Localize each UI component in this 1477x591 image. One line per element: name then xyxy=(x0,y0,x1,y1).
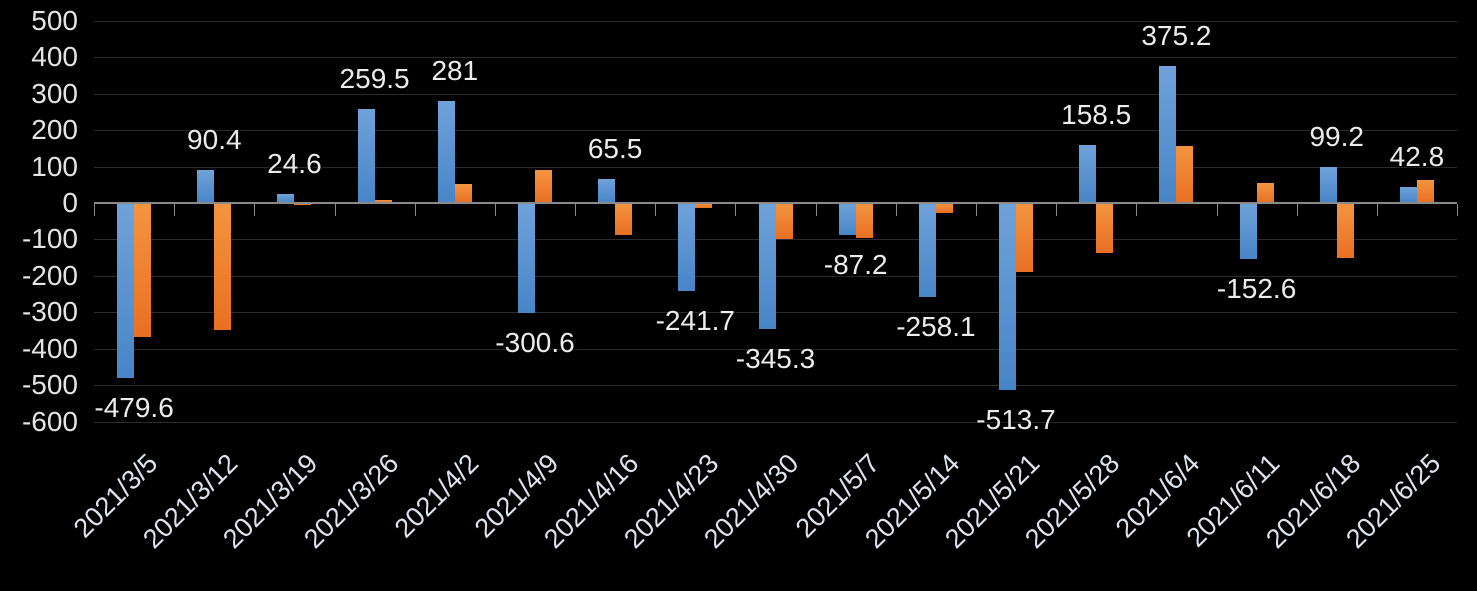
data-label: -87.2 xyxy=(823,248,888,280)
y-axis-label: 300 xyxy=(31,77,78,109)
data-label: 281 xyxy=(431,54,479,86)
data-label: 158.5 xyxy=(1061,99,1132,131)
orange-bar-2021/4/23[interactable] xyxy=(695,203,713,208)
blue-bar-2021/6/11[interactable] xyxy=(1239,203,1257,259)
gridline xyxy=(94,276,1457,277)
y-axis-label: 100 xyxy=(31,150,78,182)
y-axis-label: -400 xyxy=(21,332,78,364)
x-axis-line xyxy=(94,202,1457,204)
y-axis-label: -600 xyxy=(21,405,78,437)
blue-bar-2021/6/4[interactable] xyxy=(1159,66,1177,203)
gridline xyxy=(94,167,1457,168)
gridline xyxy=(94,57,1457,58)
orange-bar-2021/5/7[interactable] xyxy=(855,203,873,238)
orange-bar-2021/6/25[interactable] xyxy=(1416,180,1434,203)
y-axis-label: 400 xyxy=(31,41,78,73)
data-label: 65.5 xyxy=(587,133,643,165)
gridline xyxy=(94,422,1457,423)
orange-bar-2021/4/30[interactable] xyxy=(775,203,793,239)
x-axis-tick xyxy=(1296,204,1298,216)
data-label: -258.1 xyxy=(896,311,976,342)
data-label: 99.2 xyxy=(1309,120,1364,152)
blue-bar-2021/3/5[interactable] xyxy=(117,203,135,378)
blue-bar-2021/4/23[interactable] xyxy=(678,203,696,292)
data-label: -345.3 xyxy=(735,342,816,374)
y-axis-label: -300 xyxy=(21,296,78,328)
data-label: 90.4 xyxy=(187,124,242,156)
data-label: 24.6 xyxy=(267,148,322,179)
data-label: -479.6 xyxy=(94,391,174,423)
x-axis-tick xyxy=(334,204,336,216)
blue-bar-2021/3/26[interactable] xyxy=(357,108,375,203)
orange-bar-2021/6/18[interactable] xyxy=(1336,203,1354,259)
x-axis-tick xyxy=(655,204,657,216)
gridline xyxy=(94,349,1457,350)
blue-bar-2021/6/25[interactable] xyxy=(1399,187,1417,203)
orange-bar-2021/3/12[interactable] xyxy=(214,203,232,330)
orange-bar-2021/5/21[interactable] xyxy=(1016,203,1033,273)
x-axis-tick xyxy=(815,204,817,216)
x-axis-tick xyxy=(1056,204,1058,216)
x-axis-tick xyxy=(975,204,977,216)
gridline xyxy=(94,385,1457,386)
x-axis-tick xyxy=(494,204,496,216)
data-label: 42.8 xyxy=(1389,141,1445,173)
gridline xyxy=(94,312,1457,313)
data-label: 259.5 xyxy=(339,62,410,94)
orange-bar-2021/3/19[interactable] xyxy=(294,203,312,206)
blue-bar-2021/3/12[interactable] xyxy=(197,170,215,203)
x-axis-label: 2021/4/2 xyxy=(388,448,485,544)
gridline xyxy=(94,21,1457,22)
data-label: -152.6 xyxy=(1216,272,1297,304)
gridline xyxy=(94,130,1457,131)
x-axis-tick xyxy=(94,204,95,216)
blue-bar-2021/6/18[interactable] xyxy=(1319,166,1337,203)
orange-bar-2021/6/11[interactable] xyxy=(1256,183,1274,203)
x-axis-tick xyxy=(735,204,737,216)
gridline xyxy=(94,94,1457,95)
data-label: 375.2 xyxy=(1141,20,1212,52)
blue-bar-2021/4/2[interactable] xyxy=(437,100,455,203)
x-axis-tick xyxy=(254,204,256,216)
x-axis-tick xyxy=(1376,204,1378,216)
data-label: -300.6 xyxy=(495,326,575,358)
blue-bar-2021/4/9[interactable] xyxy=(518,203,535,313)
blue-bar-2021/5/7[interactable] xyxy=(838,203,856,235)
y-axis-label: 500 xyxy=(31,4,78,36)
y-axis-label: 200 xyxy=(31,114,78,146)
orange-bar-2021/5/14[interactable] xyxy=(935,203,953,213)
blue-bar-2021/4/16[interactable] xyxy=(598,179,616,203)
orange-bar-2021/4/2[interactable] xyxy=(454,184,472,203)
orange-bar-2021/3/5[interactable] xyxy=(134,203,152,337)
x-axis-tick xyxy=(1457,204,1458,216)
data-label: -513.7 xyxy=(976,404,1056,436)
x-axis-tick xyxy=(174,204,176,216)
gridline xyxy=(94,239,1457,240)
orange-bar-2021/6/4[interactable] xyxy=(1176,146,1194,203)
data-label: -241.7 xyxy=(655,305,735,337)
blue-bar-2021/3/19[interactable] xyxy=(277,194,295,203)
x-axis-tick xyxy=(414,204,416,216)
orange-bar-2021/4/9[interactable] xyxy=(535,170,552,203)
orange-bar-2021/5/28[interactable] xyxy=(1096,203,1114,253)
blue-bar-2021/4/30[interactable] xyxy=(758,203,776,329)
orange-bar-2021/4/16[interactable] xyxy=(615,203,633,235)
blue-bar-2021/5/21[interactable] xyxy=(999,203,1016,391)
orange-bar-2021/3/26[interactable] xyxy=(374,200,392,203)
x-axis-tick xyxy=(1136,204,1138,216)
y-axis-label: -100 xyxy=(21,223,78,255)
y-axis-label: -200 xyxy=(21,259,78,291)
y-axis-label: -500 xyxy=(21,369,78,401)
x-axis-tick xyxy=(895,204,897,216)
blue-bar-2021/5/14[interactable] xyxy=(918,203,936,297)
blue-bar-2021/5/28[interactable] xyxy=(1079,145,1097,203)
y-axis-label: 0 xyxy=(62,187,78,218)
x-axis-tick xyxy=(575,204,577,216)
x-axis-tick xyxy=(1216,204,1218,216)
